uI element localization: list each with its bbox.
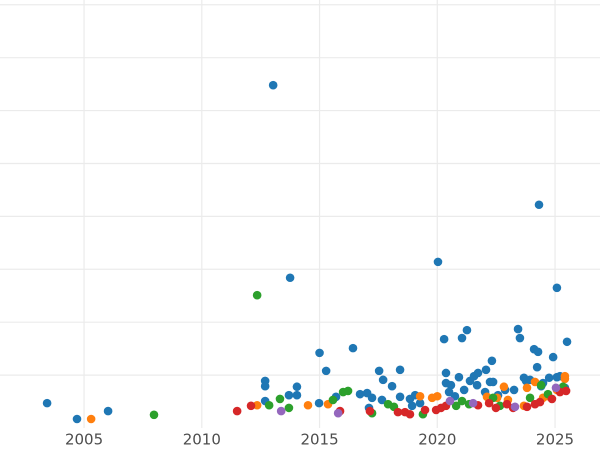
point xyxy=(454,372,464,382)
point xyxy=(433,257,443,267)
point xyxy=(445,396,455,406)
point xyxy=(432,391,442,401)
point xyxy=(509,385,519,395)
point xyxy=(488,377,498,387)
point xyxy=(451,401,461,411)
point xyxy=(446,380,456,390)
point xyxy=(276,406,286,416)
point xyxy=(275,394,285,404)
point xyxy=(260,381,270,391)
point xyxy=(562,337,572,347)
point xyxy=(533,347,543,357)
point xyxy=(407,401,417,411)
point xyxy=(510,402,520,412)
point xyxy=(420,405,430,415)
point xyxy=(468,398,478,408)
point xyxy=(355,389,365,399)
point xyxy=(522,402,532,412)
point xyxy=(292,382,302,392)
point xyxy=(536,380,546,390)
point xyxy=(515,333,525,343)
point xyxy=(415,398,425,408)
point xyxy=(252,290,262,300)
x-tick-label: 2015 xyxy=(300,431,338,449)
point xyxy=(315,348,324,358)
point xyxy=(415,391,425,401)
point xyxy=(377,395,387,405)
point xyxy=(457,333,467,343)
point xyxy=(343,386,353,396)
point xyxy=(333,408,343,418)
point xyxy=(149,410,159,420)
point xyxy=(367,393,377,403)
point xyxy=(552,283,562,293)
point xyxy=(292,390,302,400)
point xyxy=(395,365,405,375)
point xyxy=(321,366,331,376)
point xyxy=(525,393,535,403)
point xyxy=(513,324,523,334)
point xyxy=(484,398,494,408)
point xyxy=(487,356,497,366)
point xyxy=(548,352,558,362)
point xyxy=(472,380,482,390)
point xyxy=(42,398,52,408)
point xyxy=(441,368,451,378)
point xyxy=(103,406,113,416)
point xyxy=(544,373,554,383)
point xyxy=(348,343,358,353)
point xyxy=(365,406,375,416)
point xyxy=(387,381,397,391)
point xyxy=(561,386,571,396)
point xyxy=(534,200,544,210)
point xyxy=(491,403,501,413)
point xyxy=(462,325,472,335)
point xyxy=(499,382,509,392)
point xyxy=(457,396,467,406)
point xyxy=(459,385,469,395)
point xyxy=(378,375,388,385)
point xyxy=(395,392,405,402)
point xyxy=(560,374,570,384)
point xyxy=(551,383,561,393)
x-tick-label: 2020 xyxy=(418,431,456,449)
point xyxy=(547,394,557,404)
point xyxy=(481,365,491,375)
x-tick-label: 2005 xyxy=(65,431,103,449)
point xyxy=(284,403,294,413)
point xyxy=(522,383,532,393)
point xyxy=(473,368,483,378)
point xyxy=(246,401,256,411)
point xyxy=(374,366,384,376)
point xyxy=(86,414,96,424)
point xyxy=(268,80,278,90)
point xyxy=(303,400,313,410)
point xyxy=(264,400,274,410)
point xyxy=(405,409,415,419)
point xyxy=(314,398,324,408)
point xyxy=(439,334,449,344)
point xyxy=(532,362,542,372)
point xyxy=(285,273,295,283)
point xyxy=(72,414,82,424)
x-tick-label: 2025 xyxy=(536,431,574,449)
point xyxy=(284,390,294,400)
point xyxy=(393,407,403,417)
point xyxy=(535,397,545,407)
point xyxy=(232,406,242,416)
x-tick-label: 2010 xyxy=(183,431,221,449)
point xyxy=(328,395,338,405)
